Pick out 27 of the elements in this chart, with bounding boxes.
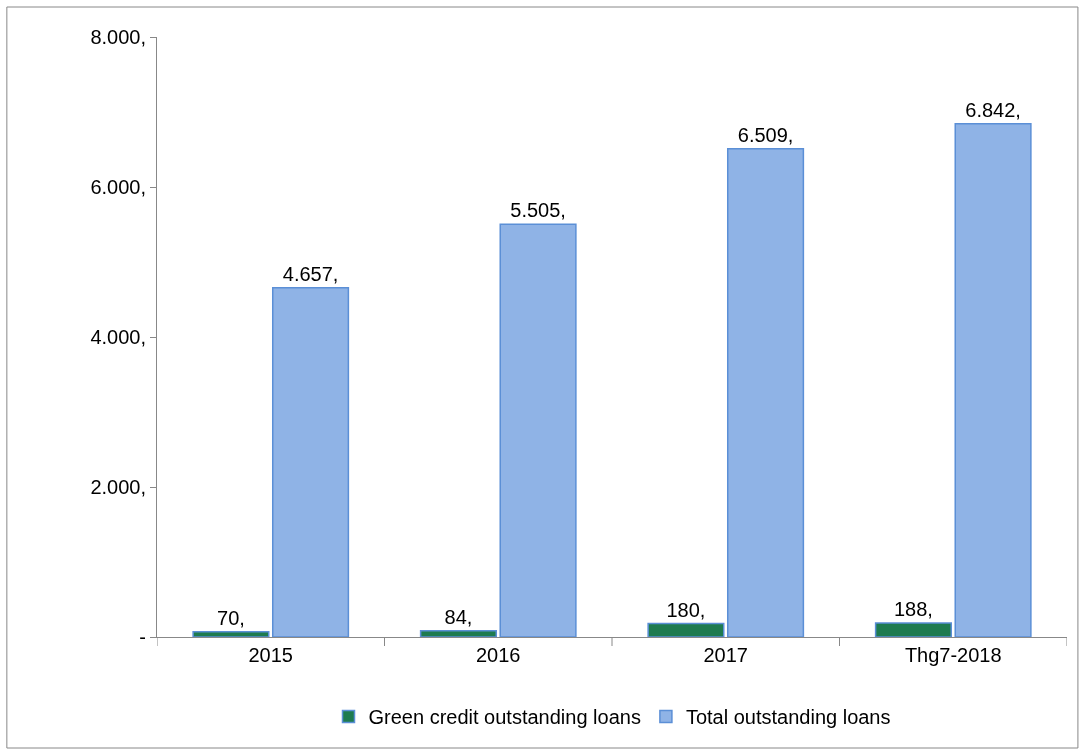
bar	[954, 123, 1032, 637]
data-label: 70,	[217, 606, 245, 629]
bar	[647, 622, 725, 637]
y-tick-label: 4.000,	[90, 326, 146, 348]
data-label: 5.505,	[510, 199, 566, 222]
bar	[271, 286, 350, 637]
bar	[419, 629, 498, 637]
data-label: 6.509,	[737, 123, 794, 146]
bar	[192, 631, 270, 637]
y-tick-label: 2.000,	[90, 476, 146, 498]
y-tick-label: 8.000,	[90, 26, 146, 48]
bar	[874, 622, 953, 637]
bar	[499, 223, 577, 637]
data-label: 6.842,	[965, 98, 1021, 121]
data-label: 188,	[893, 597, 933, 620]
y-tick-label: -	[139, 626, 146, 648]
y-tick-label: 6.000,	[90, 176, 146, 198]
data-label: 180,	[666, 598, 706, 621]
data-label: 84,	[444, 605, 473, 628]
x-tick-label: Thg7-2018	[904, 644, 1002, 666]
data-label: 4.657,	[282, 262, 339, 285]
legend-label: Total outstanding loans	[685, 706, 891, 729]
x-tick-label: 2016	[476, 644, 521, 666]
x-tick-label: 2017	[703, 644, 748, 666]
x-tick-label: 2015	[248, 644, 293, 666]
bar	[726, 148, 805, 637]
legend-label: Green credit outstanding loans	[368, 706, 641, 729]
